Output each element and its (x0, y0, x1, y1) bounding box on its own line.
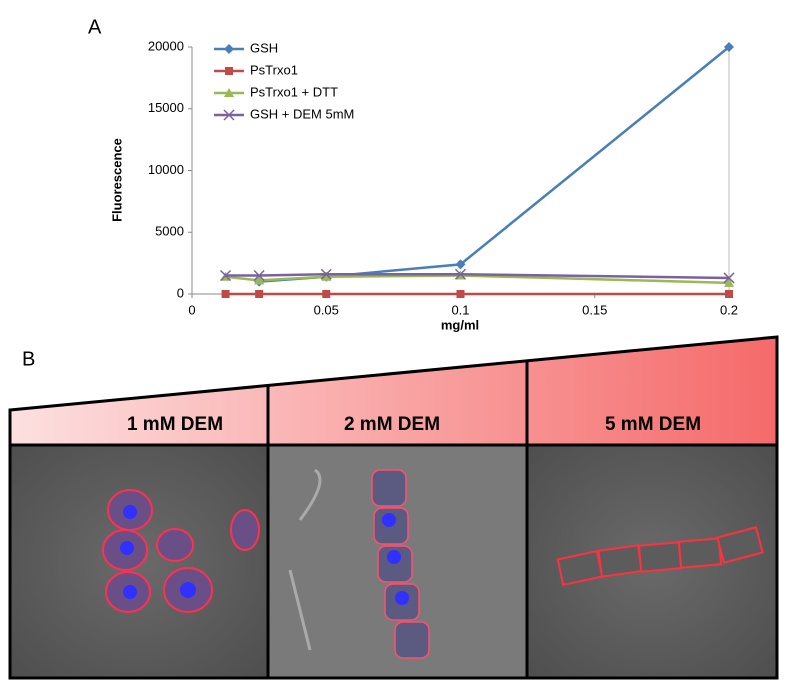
marker (725, 290, 733, 298)
marker (320, 268, 332, 280)
marker (255, 290, 264, 298)
marker (724, 277, 734, 287)
y-tick-label: 15000 (148, 100, 184, 115)
legend-label: GSH + DEM 5mM (250, 106, 354, 121)
chart-a: 0 5000 10000 15000 20000 0 0.05 0.1 0.15 0.2 GSH Ps… (148, 38, 738, 317)
y-axis-label: Fluorescence (109, 138, 124, 222)
marker (456, 290, 465, 298)
y-tick-label: 5000 (155, 224, 184, 239)
marker (221, 290, 230, 298)
marker (454, 268, 467, 280)
legend-label: PsTrxo1 (250, 62, 298, 77)
y-tick-label: 0 (177, 285, 184, 300)
marker (224, 88, 234, 97)
condition-label: 2 mM DEM (344, 414, 440, 435)
legend-label: GSH (250, 40, 278, 55)
x-tick-label: 0.15 (582, 302, 607, 317)
micrographs (8, 443, 779, 680)
legend-label: PsTrxo1 + DTT (250, 84, 338, 99)
marker (724, 42, 734, 52)
y-tick-label: 20000 (148, 38, 184, 53)
series-line (259, 46, 730, 283)
panel-label: A (88, 16, 102, 38)
marker (455, 259, 466, 270)
x-axis-label: mg/ml (441, 317, 479, 332)
panel-label: B (22, 348, 35, 370)
marker (723, 272, 735, 284)
x-tick-label: 0 (188, 302, 195, 317)
y-tick-label: 10000 (148, 162, 184, 177)
condition-label: 5 mM DEM (605, 414, 701, 435)
x-tick-label: 0.05 (314, 302, 339, 317)
marker (223, 109, 235, 121)
marker (254, 275, 265, 285)
marker (225, 67, 233, 75)
marker (253, 269, 265, 282)
condition-label: 1 mM DEM (127, 414, 223, 435)
marker (220, 269, 232, 282)
marker (224, 44, 234, 54)
marker (322, 290, 331, 298)
x-tick-label: 0.2 (720, 302, 738, 317)
marker (321, 271, 332, 281)
x-tick-label: 0.1 (451, 302, 469, 317)
